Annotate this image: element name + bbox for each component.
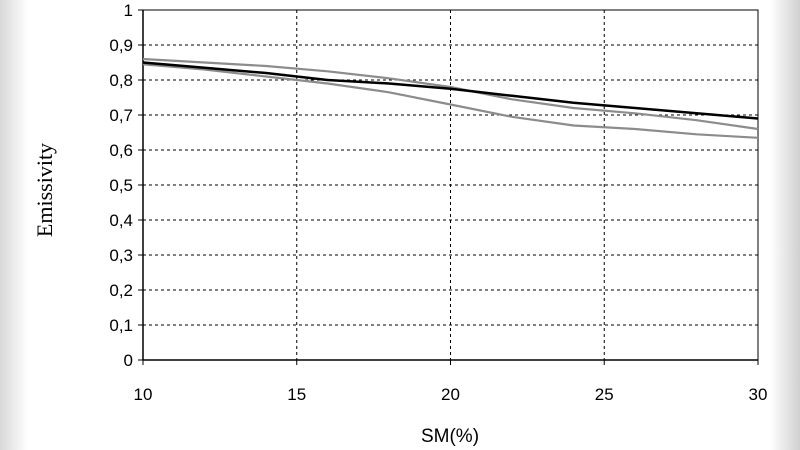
x-tick-label: 10 xyxy=(134,385,153,404)
series-line-2 xyxy=(142,57,759,131)
y-tick-label: 0,5 xyxy=(109,176,133,195)
y-tick-label: 0 xyxy=(124,351,133,370)
series-layer xyxy=(142,57,759,139)
series-line-1 xyxy=(142,61,759,120)
y-tick-label: 1 xyxy=(124,1,133,20)
x-tick-label: 30 xyxy=(749,385,768,404)
y-tick-label: 0,3 xyxy=(109,246,133,265)
axis-layer xyxy=(138,9,759,365)
right-edge-shade xyxy=(770,0,800,450)
left-edge-shade xyxy=(0,0,28,450)
y-tick-label: 0,4 xyxy=(109,211,133,230)
y-tick-label: 0,7 xyxy=(109,106,133,125)
y-tick-label: 0,8 xyxy=(109,71,133,90)
series-line-3 xyxy=(142,63,759,139)
y-tick-label: 0,2 xyxy=(109,281,133,300)
x-axis-title: SM(%) xyxy=(421,426,479,447)
y-tick-label: 0,1 xyxy=(109,316,133,335)
y-axis-title: Emissivity xyxy=(32,143,57,237)
x-tick-label: 20 xyxy=(441,385,460,404)
tick-label-layer: 0 0,1 0,2 0,3 0,4 0,5 0,6 0,7 0,8 0,9 1 10 15 20 25 30 xyxy=(109,1,767,404)
y-tick-label: 0,6 xyxy=(109,141,133,160)
x-tick-label: 15 xyxy=(287,385,306,404)
x-tick-label: 25 xyxy=(595,385,614,404)
y-tick-label: 0,9 xyxy=(109,36,133,55)
grid-layer xyxy=(143,10,758,360)
